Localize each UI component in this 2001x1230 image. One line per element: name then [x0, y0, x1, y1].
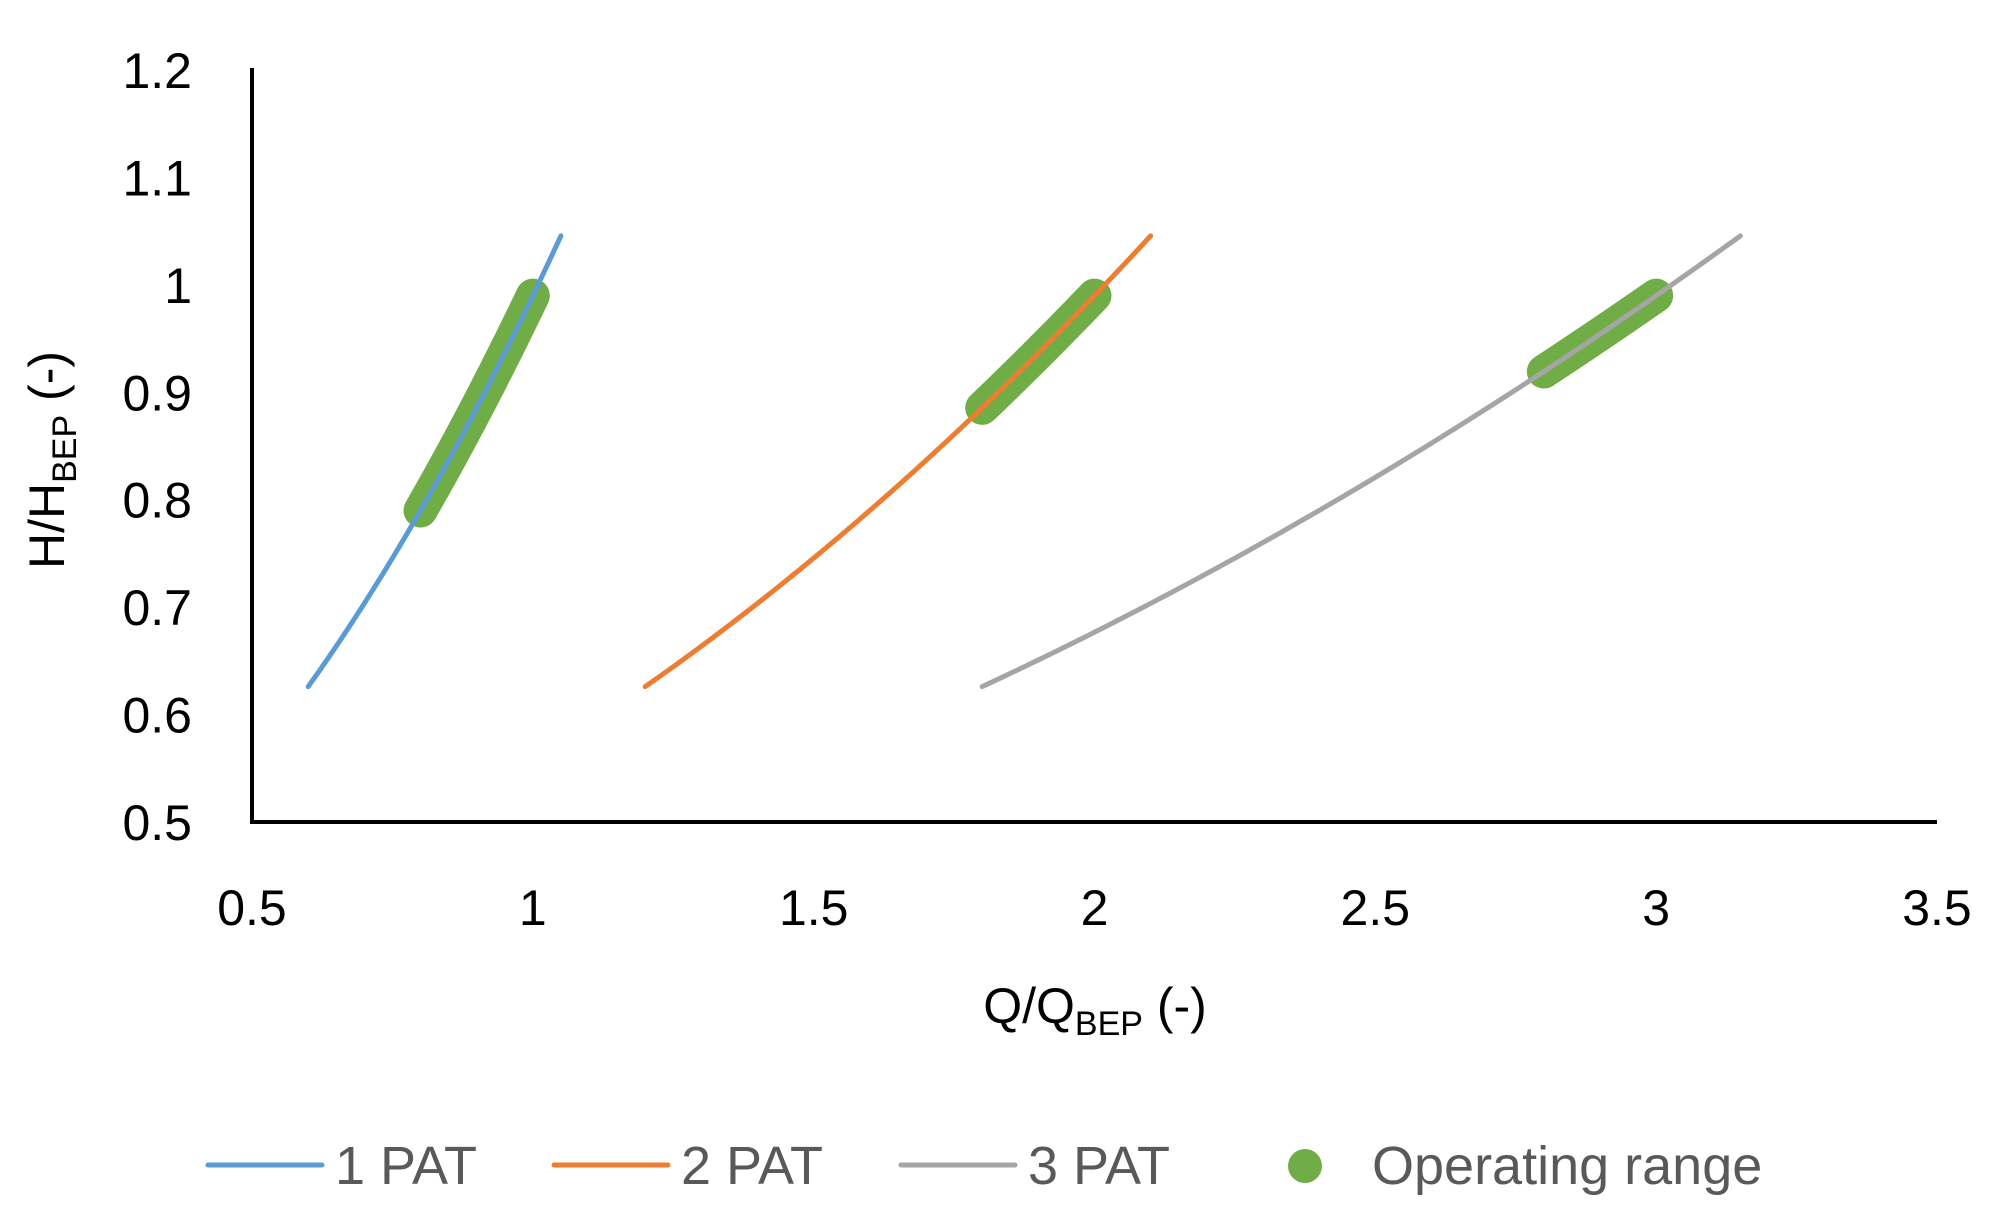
x-axis-title: Q/QBEP (-)	[983, 978, 1207, 1043]
legend-label-1-pat: 1 PAT	[335, 1136, 477, 1196]
operating-range-layer	[403, 278, 1674, 528]
y-tick-label: 1	[164, 258, 192, 314]
series-layer	[305, 233, 1743, 690]
legend-label-operating-range: Operating range	[1372, 1136, 1762, 1196]
legend-item-3-pat: 3 PAT	[898, 1136, 1170, 1196]
legend-item-1-pat: 1 PAT	[205, 1136, 477, 1196]
y-tick-label: 1.1	[122, 150, 192, 206]
y-tick-labels: 0.5 0.6 0.7 0.8 0.9 1 1.1 1.2	[122, 43, 192, 851]
axes	[250, 68, 1937, 824]
x-tick-label: 1	[519, 880, 547, 936]
y-axis-title: H/HBEP (-)	[19, 351, 84, 569]
series-line-2-pat	[642, 233, 1154, 690]
x-tick-labels: 0.5 1 1.5 2 2.5 3 3.5	[217, 880, 1972, 936]
y-tick-label: 0.6	[122, 688, 192, 744]
series-line-3-pat	[979, 233, 1743, 690]
y-tick-label: 0.7	[122, 580, 192, 636]
legend: 1 PAT 2 PAT 3 PAT Operating range	[205, 1136, 1762, 1196]
y-tick-label: 1.2	[122, 43, 192, 99]
y-tick-label: 0.8	[122, 473, 192, 529]
x-tick-label: 1.5	[779, 880, 849, 936]
y-tick-label: 0.9	[122, 365, 192, 421]
legend-item-2-pat: 2 PAT	[551, 1136, 823, 1196]
legend-label-2-pat: 2 PAT	[681, 1136, 823, 1196]
legend-label-3-pat: 3 PAT	[1028, 1136, 1170, 1196]
series-line-1-pat	[305, 233, 564, 690]
x-tick-label: 2.5	[1341, 880, 1411, 936]
y-tick-label: 0.5	[122, 795, 192, 851]
x-tick-label: 0.5	[217, 880, 287, 936]
x-tick-label: 3	[1642, 880, 1670, 936]
x-tick-label: 2	[1081, 880, 1109, 936]
legend-marker-operating-range	[1288, 1149, 1322, 1183]
legend-item-operating-range: Operating range	[1288, 1136, 1762, 1196]
x-tick-label: 3.5	[1902, 880, 1972, 936]
